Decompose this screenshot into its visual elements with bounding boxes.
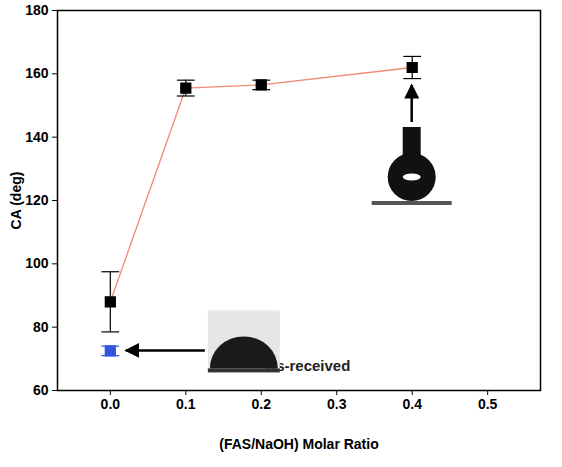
svg-text:As-received: As-received	[265, 356, 351, 374]
svg-text:80: 80	[33, 319, 49, 335]
svg-text:120: 120	[25, 192, 49, 208]
svg-text:0.3: 0.3	[327, 396, 347, 412]
svg-text:CA (deg): CA (deg)	[8, 172, 24, 230]
svg-text:60: 60	[33, 382, 49, 398]
svg-text:100: 100	[25, 255, 49, 271]
svg-text:0.1: 0.1	[176, 396, 196, 412]
svg-text:140: 140	[25, 129, 49, 145]
svg-text:180: 180	[25, 2, 49, 18]
svg-text:0.4: 0.4	[402, 396, 422, 412]
svg-text:0.0: 0.0	[101, 396, 121, 412]
svg-text:(FAS/NaOH) Molar Ratio: (FAS/NaOH) Molar Ratio	[219, 436, 378, 452]
svg-text:0.5: 0.5	[478, 396, 498, 412]
svg-text:0.2: 0.2	[252, 396, 272, 412]
svg-text:160: 160	[25, 65, 49, 81]
